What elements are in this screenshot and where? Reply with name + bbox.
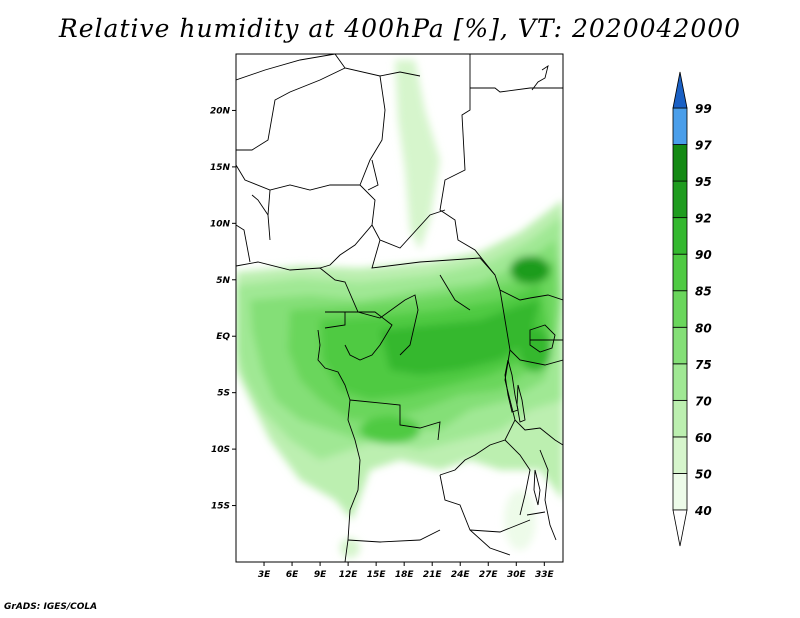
colorbar-label: 97: [695, 139, 712, 153]
lon-tick-label: 30E: [507, 570, 527, 580]
lon-tick-label: 33E: [535, 570, 555, 580]
colorbar-label: 40: [694, 504, 712, 518]
colorbar-segment: [672, 399, 688, 438]
lat-tick-label: 10N: [210, 219, 231, 229]
lon-tick-label: 9E: [314, 570, 327, 580]
lon-tick-label: 3E: [258, 570, 271, 580]
grads-credit: GrADS: IGES/COLA: [4, 602, 98, 612]
lat-tick-label: 15S: [211, 502, 230, 512]
latitude-axis: 20N 15N 10N 5N EQ 5S 10S 15S: [210, 106, 236, 512]
lat-tick-label: 5N: [216, 276, 230, 286]
lon-tick-label: 24E: [451, 570, 471, 580]
colorbar-segment: [672, 363, 688, 401]
colorbar-label: 99: [695, 102, 712, 116]
colorbar-label: 75: [695, 358, 712, 372]
colorbar-segment: [672, 253, 688, 292]
lat-tick-label: 20N: [210, 106, 231, 116]
country-borders: [236, 54, 563, 562]
longitude-axis: 3E 6E 9E 12E 15E 18E 21E 24E 27E 30E 33E: [258, 562, 555, 580]
colorbar-bottom-triangle: [672, 509, 688, 547]
map-frame: [235, 53, 564, 563]
lon-tick-label: 18E: [395, 570, 415, 580]
colorbar-segment: [672, 326, 688, 365]
colorbar-segment: [672, 290, 688, 328]
lon-tick-label: 6E: [286, 570, 299, 580]
colorbar-label: 92: [695, 212, 712, 226]
colorbar-segment: [672, 144, 688, 182]
humidity-field: [236, 60, 563, 558]
lon-tick-label: 21E: [423, 570, 443, 580]
lat-tick-label: 10S: [211, 445, 230, 455]
colorbar-label: 70: [695, 394, 712, 408]
lon-tick-label: 15E: [367, 570, 387, 580]
colorbar-label: 80: [695, 321, 712, 335]
colorbar-label: 60: [695, 431, 712, 445]
lon-tick-label: 12E: [339, 570, 359, 580]
colorbar-segment: [672, 473, 688, 511]
colorbar-label: 85: [695, 285, 712, 299]
colorbar-segment: [672, 107, 688, 145]
lon-tick-label: 27E: [479, 570, 499, 580]
lat-tick-label: 5S: [217, 389, 230, 399]
lat-tick-label: 15N: [210, 163, 231, 173]
colorbar-segment: [672, 436, 688, 474]
lat-tick-label: EQ: [216, 332, 230, 342]
colorbar: 40 50 60 70 75 80 85 90 92 95 97 99: [672, 71, 712, 547]
colorbar-label: 95: [695, 175, 712, 189]
map-title: Relative humidity at 400hPa [%], VT: 202…: [58, 14, 742, 43]
colorbar-top-triangle: [672, 71, 688, 109]
colorbar-label: 50: [695, 467, 712, 481]
colorbar-segment: [672, 217, 688, 255]
colorbar-segment: [672, 180, 688, 219]
colorbar-label: 90: [695, 248, 712, 262]
